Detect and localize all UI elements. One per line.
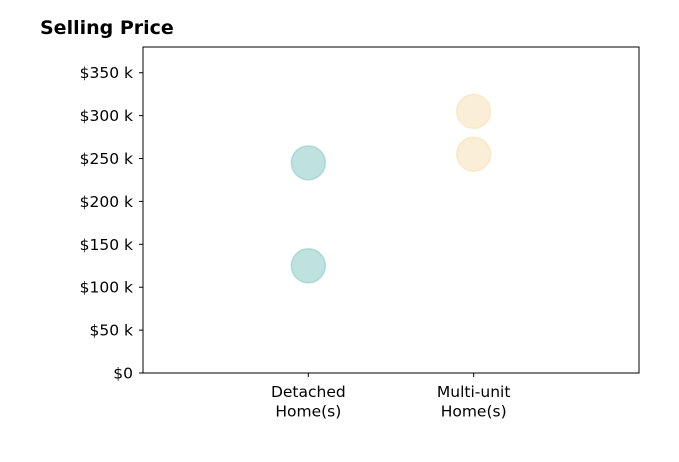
y-tick-label: $100 k: [80, 279, 133, 297]
data-point: [290, 248, 327, 284]
x-tick-label: Detached Home(s): [271, 383, 346, 421]
marks-layer: [290, 93, 492, 284]
plot-frame: [142, 46, 640, 374]
x-tick-label-line: Multi-unit: [437, 383, 511, 401]
data-point: [455, 93, 492, 130]
y-tick-label: $0: [113, 365, 133, 383]
chart-title: Selling Price: [40, 17, 174, 39]
y-tick-label: $250 k: [80, 150, 133, 168]
data-point: [455, 136, 492, 172]
x-tick-label-line: Home(s): [275, 403, 341, 421]
x-tick-label: Multi-unit Home(s): [437, 383, 511, 421]
y-tick-label: $150 k: [80, 236, 133, 254]
y-tick-label: $50 k: [90, 322, 134, 340]
y-tick-label: $350 k: [80, 64, 133, 82]
axes-layer: $0 $50 k $100 k $150 k $200 k $250 k $300 k $35…: [80, 46, 640, 421]
y-tick-label: $300 k: [80, 107, 133, 125]
x-tick-label-line: Home(s): [441, 403, 507, 421]
data-point: [290, 145, 327, 181]
y-tick-label: $200 k: [80, 193, 133, 211]
x-tick-label-line: Detached: [271, 383, 346, 401]
